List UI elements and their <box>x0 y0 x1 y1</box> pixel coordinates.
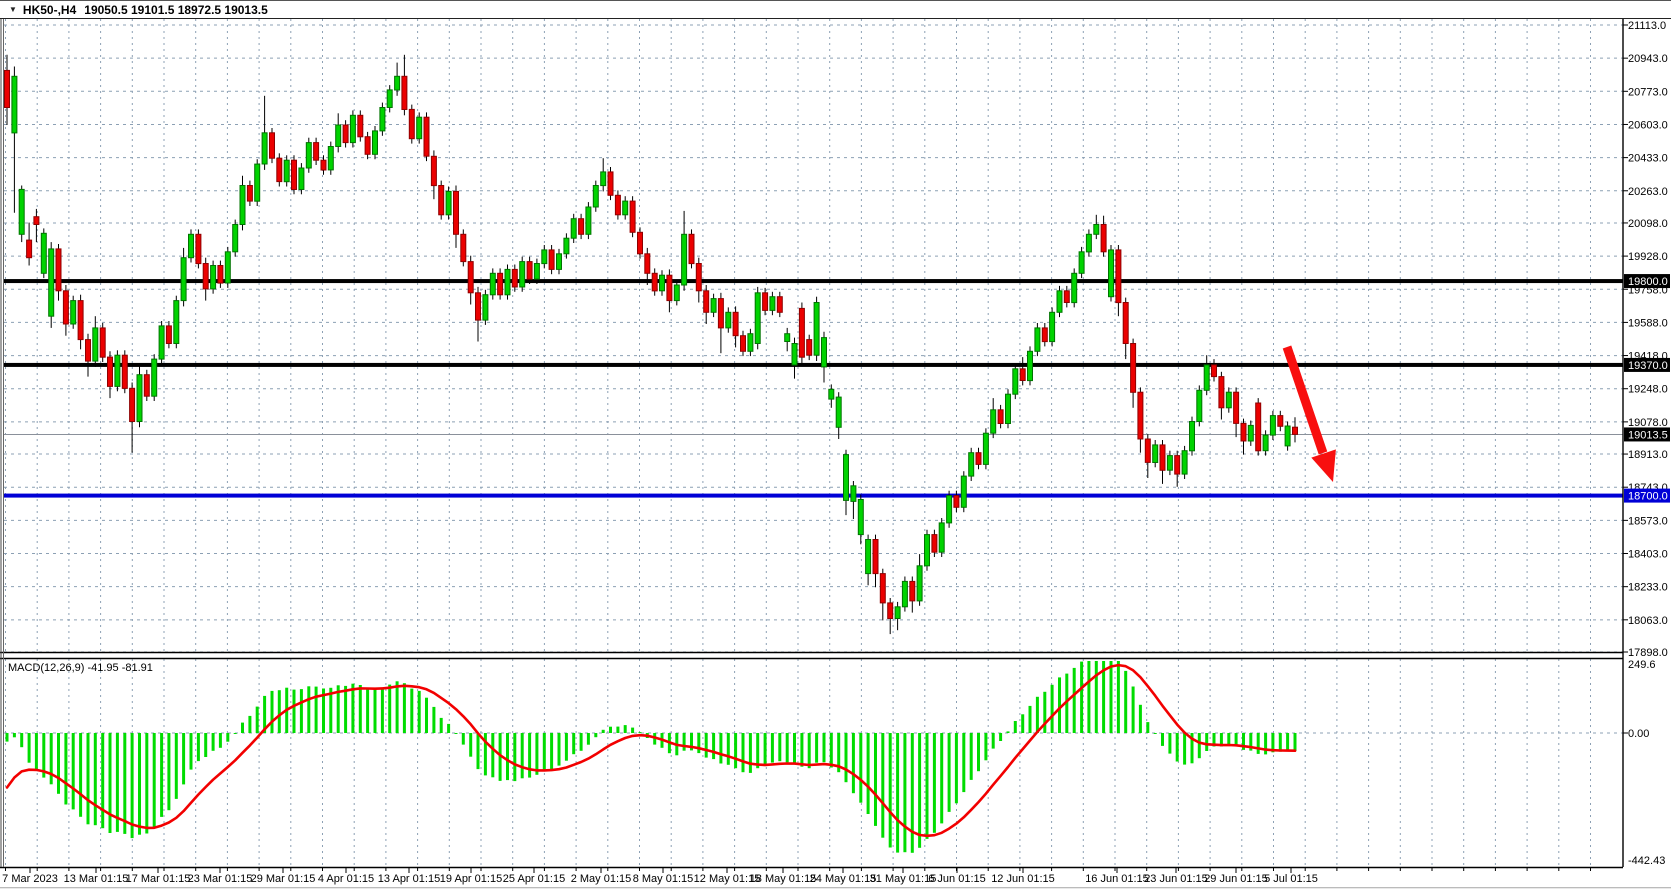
svg-text:18403.0: 18403.0 <box>1628 549 1668 561</box>
grid-vertical <box>5 19 1591 871</box>
svg-text:29 Jun 01:15: 29 Jun 01:15 <box>1204 873 1268 885</box>
macd-axis: 249.6 0.00 -442.43 <box>4 659 1665 867</box>
svg-text:18573.0: 18573.0 <box>1628 515 1668 527</box>
svg-text:20263.0: 20263.0 <box>1628 186 1668 198</box>
svg-text:23 Mar 01:15: 23 Mar 01:15 <box>188 873 253 885</box>
svg-text:29 Mar 01:15: 29 Mar 01:15 <box>251 873 316 885</box>
svg-text:20943.0: 20943.0 <box>1628 53 1668 65</box>
svg-text:19 Apr 01:15: 19 Apr 01:15 <box>440 873 502 885</box>
svg-text:2 May 01:15: 2 May 01:15 <box>571 873 632 885</box>
svg-text:7 Mar 2023: 7 Mar 2023 <box>2 873 58 885</box>
svg-text:12 May 01:15: 12 May 01:15 <box>694 873 761 885</box>
svg-text:249.6: 249.6 <box>1628 659 1656 671</box>
horizontal-price-lines[interactable] <box>4 279 1623 498</box>
svg-text:13 Apr 01:15: 13 Apr 01:15 <box>378 873 440 885</box>
svg-text:19370.0: 19370.0 <box>1628 360 1668 372</box>
chart-title-bar: ▼ HK50-,H4 19050.5 19101.5 18972.5 19013… <box>0 1 1671 19</box>
symbol-dropdown-icon[interactable]: ▼ <box>9 4 17 14</box>
svg-text:18913.0: 18913.0 <box>1628 449 1668 461</box>
svg-text:23 Jun 01:15: 23 Jun 01:15 <box>1144 873 1208 885</box>
svg-text:5 Jul 01:15: 5 Jul 01:15 <box>1264 873 1318 885</box>
svg-text:13 Mar 01:15: 13 Mar 01:15 <box>64 873 129 885</box>
svg-text:19078.0: 19078.0 <box>1628 417 1668 429</box>
svg-text:19013.5: 19013.5 <box>1628 429 1668 441</box>
svg-text:-442.43: -442.43 <box>1628 855 1665 867</box>
panel-frames <box>0 18 1624 869</box>
svg-text:20098.0: 20098.0 <box>1628 218 1668 230</box>
svg-text:31 May 01:15: 31 May 01:15 <box>870 873 937 885</box>
svg-text:19928.0: 19928.0 <box>1628 251 1668 263</box>
svg-text:6 Jun 01:15: 6 Jun 01:15 <box>928 873 986 885</box>
svg-text:20773.0: 20773.0 <box>1628 86 1668 98</box>
svg-text:24 May 01:15: 24 May 01:15 <box>810 873 877 885</box>
window-bottom-edge <box>0 887 1671 889</box>
grid-horizontal: 21113.0 20943.0 20773.0 20603.0 20433.0 20263… <box>4 20 1668 659</box>
svg-text:18233.0: 18233.0 <box>1628 582 1668 594</box>
symbol-period-label: HK50-,H4 <box>22 2 77 17</box>
svg-text:16 Jun 01:15: 16 Jun 01:15 <box>1085 873 1149 885</box>
svg-text:18700.0: 18700.0 <box>1628 491 1668 503</box>
svg-text:12 Jun 01:15: 12 Jun 01:15 <box>991 873 1055 885</box>
macd-signal-line <box>5 663 1297 838</box>
svg-text:18063.0: 18063.0 <box>1628 615 1668 627</box>
svg-text:19800.0: 19800.0 <box>1628 276 1668 288</box>
svg-text:8 May 01:15: 8 May 01:15 <box>633 873 694 885</box>
svg-text:25 Apr 01:15: 25 Apr 01:15 <box>503 873 565 885</box>
svg-text:18 May 01:15: 18 May 01:15 <box>750 873 817 885</box>
svg-text:20433.0: 20433.0 <box>1628 153 1668 165</box>
svg-text:17 Mar 01:15: 17 Mar 01:15 <box>126 873 191 885</box>
svg-text:19588.0: 19588.0 <box>1628 317 1668 329</box>
trend-arrow-annotation[interactable] <box>1282 345 1336 482</box>
macd-histogram <box>5 661 1297 853</box>
svg-text:4 Apr 01:15: 4 Apr 01:15 <box>318 873 374 885</box>
svg-text:20603.0: 20603.0 <box>1628 119 1668 131</box>
svg-text:19248.0: 19248.0 <box>1628 384 1668 396</box>
macd-indicator-label: MACD(12,26,9) -41.95 -81.91 <box>8 662 153 674</box>
svg-text:17898.0: 17898.0 <box>1628 647 1668 659</box>
ohlc-quote-label: 19050.5 19101.5 18972.5 19013.5 <box>84 2 268 17</box>
svg-text:21113.0: 21113.0 <box>1628 20 1666 32</box>
candles-layer <box>4 54 1298 635</box>
price-tags: 19800.0 19370.0 18700.0 19013.5 <box>1624 274 1670 503</box>
svg-text:0.00: 0.00 <box>1628 728 1649 740</box>
